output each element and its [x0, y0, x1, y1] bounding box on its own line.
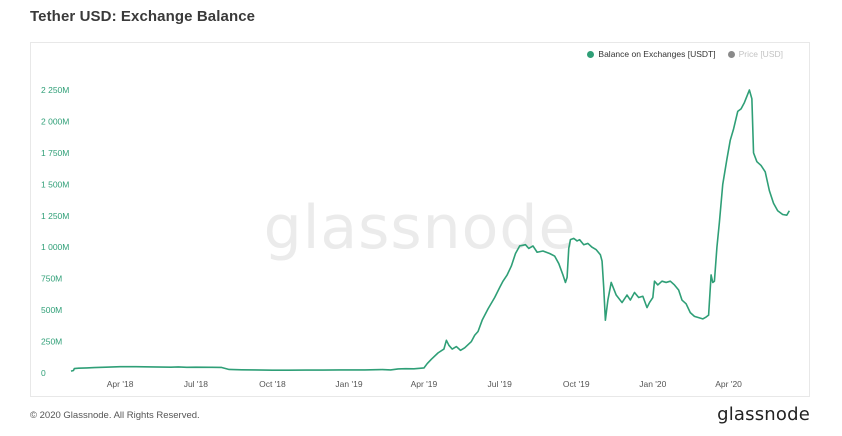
glassnode-logo[interactable]: glassnode [717, 404, 810, 425]
x-tick-label: Apr '18 [107, 379, 134, 389]
page-title: Tether USD: Exchange Balance [30, 8, 256, 25]
x-tick-label: Apr '19 [411, 379, 438, 389]
x-tick-label: Apr '20 [715, 379, 742, 389]
legend-item-balance[interactable]: Balance on Exchanges [USDT] [587, 49, 716, 59]
legend-item-price[interactable]: Price [USD] [727, 49, 783, 59]
x-axis: Apr '18 Jul '18 Oct '18 Jan '19 Apr '19 Jul '… [107, 379, 742, 389]
x-tick-label: Jan '20 [639, 379, 666, 389]
y-tick-label: 1 250M [41, 211, 69, 221]
y-tick-label: 1 000M [41, 242, 69, 252]
y-tick-label: 1 750M [41, 148, 69, 158]
y-tick-label: 0 [41, 368, 46, 378]
x-tick-label: Oct '19 [563, 379, 590, 389]
y-axis: 0 250M 500M 750M 1 000M 1 250M 1 500M 1 750M 2 0… [41, 85, 69, 378]
chart-svg: 0 250M 500M 750M 1 000M 1 250M 1 500M 1 750M 2 0… [41, 85, 791, 389]
y-tick-label: 750M [41, 274, 62, 284]
series-line-balance[interactable] [70, 89, 791, 372]
legend-dot-price [727, 50, 735, 58]
copyright-text: © 2020 Glassnode. All Rights Reserved. [30, 410, 200, 421]
y-tick-label: 1 500M [41, 179, 69, 189]
y-tick-label: 2 250M [41, 85, 69, 95]
x-tick-label: Jan '19 [335, 379, 362, 389]
series-group [70, 89, 791, 372]
legend-dot-balance [587, 50, 595, 58]
y-tick-label: 250M [41, 337, 62, 347]
legend-label-price: Price [USD] [738, 49, 783, 59]
chart-panel: Balance on Exchanges [USDT] Price [USD] … [30, 42, 810, 397]
y-tick-label: 500M [41, 305, 62, 315]
x-tick-label: Jul '19 [488, 379, 513, 389]
x-tick-label: Oct '18 [259, 379, 286, 389]
chart-legend: Balance on Exchanges [USDT] Price [USD] [587, 49, 783, 59]
legend-label-balance: Balance on Exchanges [USDT] [598, 49, 716, 59]
y-tick-label: 2 000M [41, 116, 69, 126]
x-tick-label: Jul '18 [184, 379, 209, 389]
